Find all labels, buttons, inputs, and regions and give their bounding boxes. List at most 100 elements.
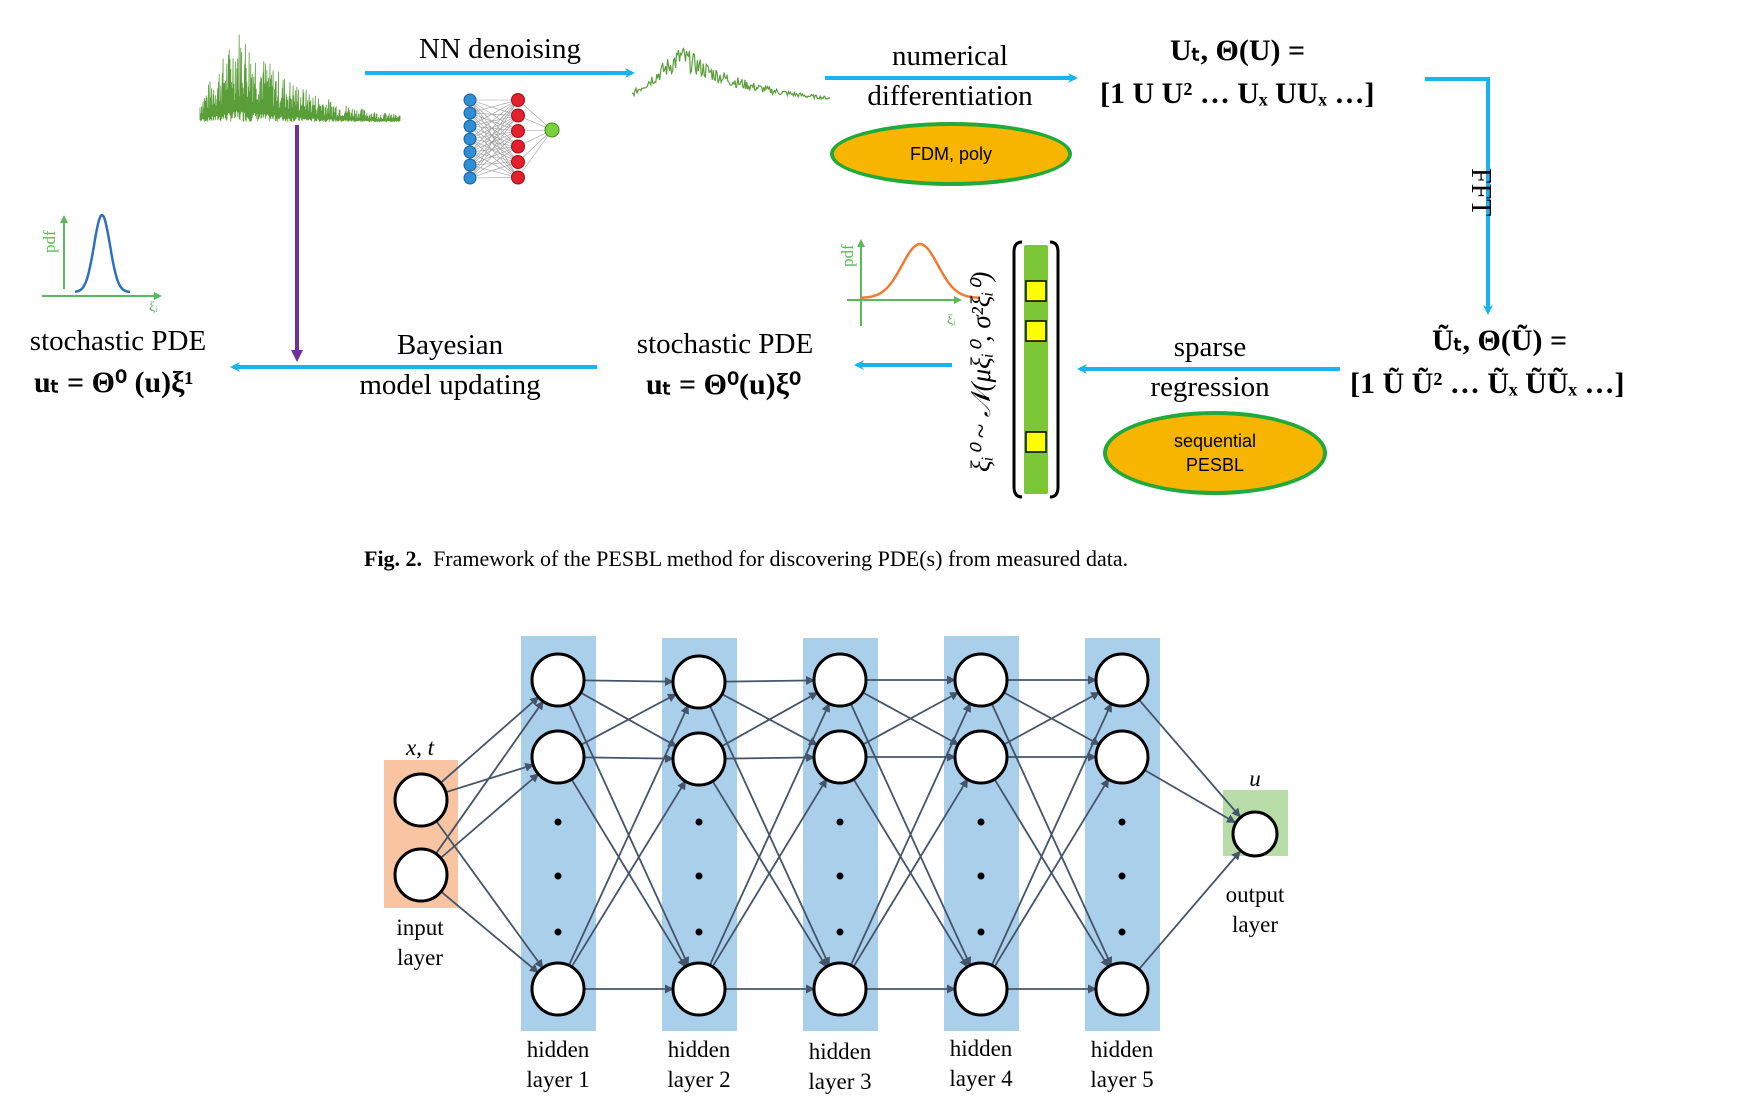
nn-icon-hidden-node — [511, 93, 525, 107]
network-edge — [568, 704, 689, 966]
network-edge — [862, 691, 960, 746]
nonzero-coefficient — [1025, 280, 1047, 302]
hidden-layer-5-label-2: layer 5 — [1090, 1067, 1154, 1092]
nn-icon-hidden-node — [511, 139, 525, 154]
ellipsis-dot — [836, 872, 844, 880]
hidden-node — [671, 961, 727, 1017]
network-edge — [993, 778, 1110, 968]
input-vars-label: x, t — [405, 735, 435, 760]
output-node — [1231, 810, 1279, 858]
input-layer-label-2: layer — [397, 945, 443, 970]
network-edge — [724, 753, 815, 763]
ellipsis-dot — [977, 872, 985, 880]
hidden-node — [530, 961, 586, 1017]
input-node — [393, 772, 449, 828]
input-layer-label-1: input — [396, 915, 444, 940]
network-edge — [1144, 769, 1236, 824]
network-edge — [440, 773, 540, 859]
hidden-layer-1-label-1: hidden — [526, 1037, 590, 1062]
numerical-label: numerical — [892, 40, 1008, 72]
pdf-axis-label-left: pdf — [40, 230, 59, 253]
hidden-layer-2-label-2: layer 2 — [667, 1067, 731, 1092]
hidden-layer-4-label-2: layer 4 — [949, 1066, 1013, 1091]
coefficient-vector — [1012, 240, 1060, 499]
nn-icon-output-node — [544, 122, 560, 138]
nn-icon-input-node — [463, 106, 477, 120]
ellipsis-dot — [836, 818, 844, 826]
stochastic-pde-middle-title: stochastic PDE — [636, 328, 814, 360]
pesbl-text: PESBL — [1185, 455, 1245, 475]
nn-icon-input-node — [463, 158, 477, 172]
stochastic-pde-middle-equation: uₜ = Θ⁰(u)ξ⁰ — [646, 368, 802, 401]
network-edge — [580, 693, 677, 746]
ellipsis-dot — [977, 928, 985, 936]
network-edge — [583, 676, 674, 686]
nn-icon-input-node — [463, 145, 477, 159]
nonzero-coefficient — [1025, 320, 1047, 342]
network-diagram — [384, 636, 1288, 1031]
network-edge — [1138, 699, 1241, 818]
caption-label: Fig. 2. — [364, 546, 423, 571]
hidden-node — [530, 729, 586, 785]
ellipsis-dot — [836, 928, 844, 936]
hidden-layer-3-label-1: hidden — [808, 1039, 872, 1064]
ellipsis-dot — [695, 872, 703, 880]
output-layer-label-1: output — [1225, 882, 1285, 907]
network-edge — [708, 702, 831, 966]
output-layer-label-2: layer — [1232, 912, 1278, 937]
ellipsis-dot — [1118, 872, 1126, 880]
hidden-node — [812, 652, 868, 708]
model-updating-label: model updating — [359, 369, 541, 401]
library-tilde-line-2: [1 Ũ Ũ² … Ũₓ ŨŨₓ …] — [1350, 367, 1625, 400]
network-edge — [724, 676, 815, 686]
bayesian-label: Bayesian — [396, 329, 504, 361]
ellipsis-dot — [695, 818, 703, 826]
sequential-text: sequential — [1173, 430, 1257, 451]
hidden-node — [671, 654, 727, 710]
ellipsis-dot — [554, 928, 562, 936]
nonzero-coefficient — [1025, 431, 1047, 453]
hidden-layer-4-label-1: hidden — [949, 1036, 1013, 1061]
hidden-node — [1094, 729, 1150, 785]
distribution-label: ξᵢ⁰ ~ 𝒩(μξᵢ⁰, σ²ξᵢ⁰) — [966, 271, 996, 472]
fdm-poly-oval: FDM, poly — [830, 122, 1072, 186]
ellipsis-dot — [695, 928, 703, 936]
hidden-node — [812, 961, 868, 1017]
noisy-signal-plot — [199, 34, 401, 123]
ellipsis-dot — [554, 872, 562, 880]
library-line-1: Uₜ, Θ(U) = — [1170, 34, 1306, 67]
network-edge — [1138, 850, 1241, 970]
nn-icon — [463, 93, 560, 185]
hidden-layer-1-label-2: layer 1 — [526, 1067, 590, 1092]
hidden-node — [1094, 652, 1150, 708]
hidden-node — [812, 729, 868, 785]
arrow-fft — [1425, 77, 1493, 315]
library-tilde-line-1: Ũₜ, Θ(Ũ) = — [1432, 324, 1568, 357]
differentiation-label: differentiation — [867, 80, 1033, 112]
hidden-node — [1094, 961, 1150, 1017]
network-edge — [440, 696, 540, 784]
ellipsis-dot — [1118, 928, 1126, 936]
caption-text: Framework of the PESBL method for discov… — [433, 546, 1129, 571]
library-line-2: [1 U U² … Uₓ UUₓ …] — [1100, 77, 1375, 110]
nn-denoising-label: NN denoising — [419, 33, 581, 65]
hidden-layer-2-label-1: hidden — [667, 1037, 731, 1062]
network-edge — [721, 691, 819, 748]
nn-icon-hidden-node — [511, 155, 525, 169]
hidden-node — [671, 731, 727, 787]
sequential-pesbl-oval: sequential PESBL — [1103, 411, 1327, 495]
nn-icon-hidden-node — [511, 108, 525, 123]
nn-icon-input-node — [463, 93, 477, 107]
xi-axis-label-left: ξᵢ — [149, 300, 158, 315]
stochastic-pde-left-title: stochastic PDE — [29, 325, 207, 357]
pdf-plot-left — [42, 213, 162, 300]
regression-label: regression — [1150, 371, 1270, 403]
nn-icon-input-node — [463, 171, 477, 185]
stochastic-pde-left-equation: uₜ = Θ⁰ (u)ξ¹ — [34, 366, 194, 399]
network-edge — [852, 778, 969, 968]
nn-icon-input-node — [463, 132, 477, 146]
nn-icon-input-node — [463, 119, 477, 133]
nn-icon-hidden-node — [511, 124, 525, 138]
pdf-axis-label-middle: pdf — [838, 244, 857, 267]
